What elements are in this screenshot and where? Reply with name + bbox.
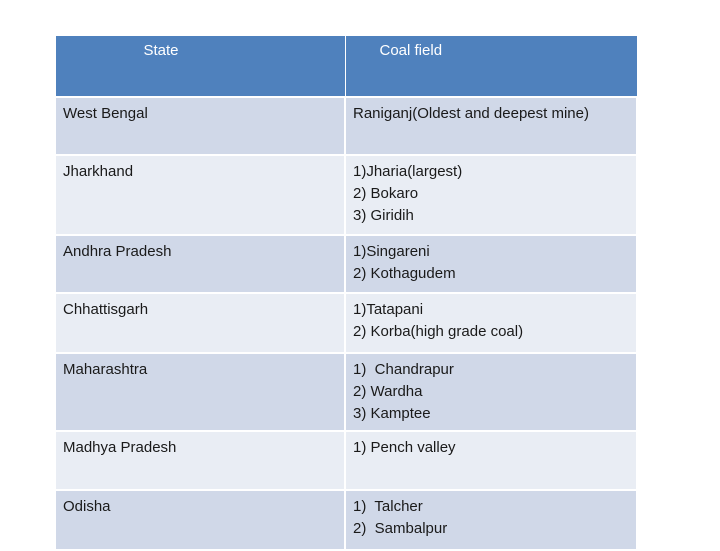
coal-field-entry: 3) Giridih bbox=[353, 207, 414, 224]
table-row: Jharkhand 1)Jharia(largest) 2) Bokaro 3)… bbox=[54, 154, 638, 236]
table-row: Chhattisgarh 1)Tatapani 2) Korba(high gr… bbox=[54, 292, 638, 354]
table-row: Maharashtra 1) Chandrapur 2) Wardha 3) K… bbox=[54, 352, 638, 432]
coal-field-entry: 2) Sambalpur bbox=[353, 520, 448, 537]
table-row: West Bengal Raniganj(Oldest and deepest … bbox=[54, 96, 638, 156]
state-cell: West Bengal bbox=[54, 96, 346, 156]
coal-field-cell: 1) Talcher 2) Sambalpur bbox=[344, 489, 638, 551]
coal-field-entry: 2) Bokaro bbox=[353, 185, 419, 202]
coal-field-cell: 1)Singareni 2) Kothagudem bbox=[344, 234, 638, 294]
coal-field-entry: 1)Singareni bbox=[353, 243, 430, 260]
table-row: Andhra Pradesh 1)Singareni 2) Kothagudem bbox=[54, 234, 638, 294]
state-cell: Maharashtra bbox=[54, 352, 346, 432]
table-row: Madhya Pradesh 1) Pench valley bbox=[54, 430, 638, 491]
coal-field-entry: Raniganj(Oldest and deepest mine) bbox=[353, 105, 589, 122]
coal-field-entry: 3) Kamptee bbox=[353, 405, 431, 422]
state-cell: Jharkhand bbox=[54, 154, 346, 236]
column-header-state: State bbox=[54, 36, 346, 98]
state-cell: Odisha bbox=[54, 489, 346, 551]
coal-field-entry: 1) Pench valley bbox=[353, 439, 456, 456]
coal-field-cell: 1) Pench valley bbox=[344, 430, 638, 491]
state-cell: Chhattisgarh bbox=[54, 292, 346, 354]
coal-field-cell: 1)Jharia(largest) 2) Bokaro 3) Giridih bbox=[344, 154, 638, 236]
coal-field-table: State Coal field West Bengal Raniganj(Ol… bbox=[54, 36, 638, 551]
coal-field-cell: Raniganj(Oldest and deepest mine) bbox=[344, 96, 638, 156]
coal-field-cell: 1) Chandrapur 2) Wardha 3) Kamptee bbox=[344, 352, 638, 432]
coal-field-entry: 2) Korba(high grade coal) bbox=[353, 323, 524, 340]
coal-field-entry: 1) Talcher bbox=[353, 498, 423, 515]
column-header-coal-field: Coal field bbox=[344, 36, 638, 98]
table-header-row: State Coal field bbox=[54, 36, 638, 98]
state-cell: Madhya Pradesh bbox=[54, 430, 346, 491]
coal-field-entry: 1) Chandrapur bbox=[353, 361, 454, 378]
coal-field-cell: 1)Tatapani 2) Korba(high grade coal) bbox=[344, 292, 638, 354]
coal-field-entry: 1)Tatapani bbox=[353, 301, 424, 318]
coal-field-entry: 2) Kothagudem bbox=[353, 265, 456, 282]
coal-field-entry: 2) Wardha bbox=[353, 383, 423, 400]
table-row: Odisha 1) Talcher 2) Sambalpur bbox=[54, 489, 638, 551]
coal-field-entry: 1)Jharia(largest) bbox=[353, 163, 463, 180]
state-cell: Andhra Pradesh bbox=[54, 234, 346, 294]
